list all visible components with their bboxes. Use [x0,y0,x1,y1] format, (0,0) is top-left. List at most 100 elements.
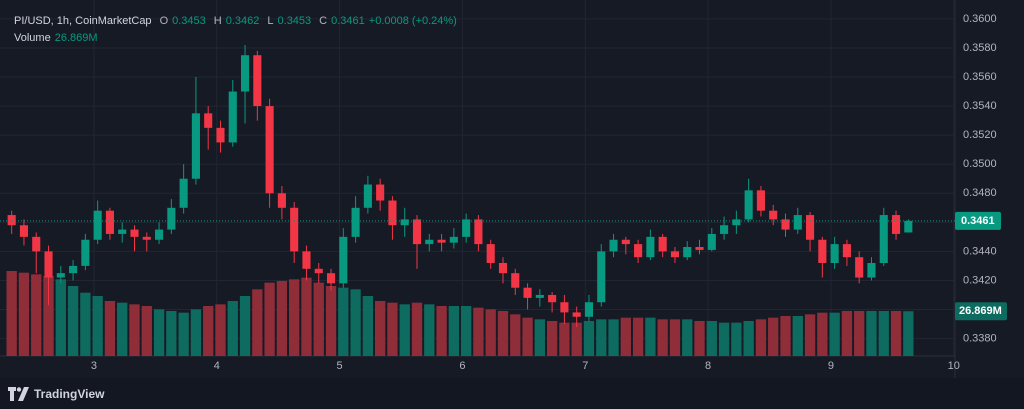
volume-bar [153,309,165,356]
low-value: 0.3453 [277,15,312,27]
volume-bar [755,319,767,356]
volume-bar [399,304,410,356]
candle-body [179,178,188,208]
volume-bar [645,317,656,356]
volume-bar [436,306,447,356]
volume-bar [866,311,877,356]
volume-bar [768,317,779,356]
footer: TradingView [0,378,1024,409]
volume-bar [141,306,152,356]
volume-bar [792,316,803,356]
volume-title: Volume [14,32,51,44]
candle-body [498,263,508,274]
y-tick-label: 0.3600 [963,13,997,25]
candle-body [572,312,581,317]
candle-body [44,251,53,278]
candle-body [228,91,237,143]
candle-body [695,247,704,250]
last-price-label: 0.3461 [961,215,995,227]
candle-body [818,239,827,264]
candle-body [855,257,864,278]
volume-bar [203,306,214,356]
volume-badge-label: 26.869M [959,305,1002,317]
volume-bar [620,317,631,356]
close-value: 0.3461 [331,15,365,27]
change: +0.0008 (+0.24%) [368,15,457,27]
candle-body [376,184,385,201]
high-value: 0.3462 [225,15,260,27]
candle-body [597,251,606,303]
volume-bar [632,317,644,356]
volume-bar [67,286,79,356]
candle-body [781,219,790,230]
candle-body [7,215,16,226]
candle-body [167,207,176,230]
volume-bar [239,296,251,356]
chart: 0.33800.34000.34200.34400.34600.34800.35… [0,0,1007,378]
volume-bar [743,321,754,356]
volume-bar [43,276,54,356]
candle-body [793,215,802,230]
volume-bar [657,319,668,356]
last-price-badge [955,211,1001,230]
candle-body [842,244,851,258]
y-tick-label: 0.3520 [963,129,997,141]
y-tick-label: 0.3500 [963,158,997,170]
volume-bar [338,287,349,356]
close-key: C [319,15,328,27]
candle-body [744,190,753,220]
volume-bar [18,272,30,356]
candle-body [204,113,213,128]
x-tick-label: 9 [828,360,834,372]
candle-body [302,251,311,269]
volume-bar [227,301,238,356]
candle-body [130,229,139,237]
volume-bar [448,306,460,356]
candle-body [351,207,360,237]
candle-body [670,251,680,258]
x-tick-label: 6 [459,360,465,372]
candle-body [683,247,692,258]
y-tick-label: 0.3560 [963,71,997,83]
volume-bar [718,322,730,356]
candle-body [548,294,557,303]
candle-body [93,210,102,240]
volume-bar [178,312,189,356]
candle-body [19,225,29,237]
volume-bar [534,319,545,356]
volume-bar [117,302,128,356]
candle-body [253,55,262,107]
candle-body [412,219,422,245]
volume-bar [878,311,889,356]
candle-body [32,236,41,252]
volume-bar [817,312,828,356]
volume-bar [497,311,509,356]
volume-bar [264,282,275,356]
x-tick-label: 8 [705,360,711,372]
candle-body [388,200,397,226]
candle-body [486,244,495,264]
candle-body [449,236,458,243]
candle-body [867,263,876,278]
y-tick-label: 0.3580 [963,42,997,54]
volume-bar [424,304,435,356]
ohlc-row: PI/USD, 1h, CoinMarketCap O 0.3453 H 0.346… [14,13,457,30]
candle-body [879,215,888,264]
candle-body [891,215,901,234]
volume-badge [955,302,1007,321]
volume-bar [6,271,17,356]
volume-bar [276,281,288,356]
volume-bar [903,311,914,356]
volume-bar [460,306,472,356]
y-tick-label: 0.3540 [963,100,997,112]
legend: PI/USD, 1h, CoinMarketCap O 0.3453 H 0.346… [14,13,457,47]
open-value: 0.3453 [172,15,206,27]
candle-body [105,210,114,234]
volume-bar [252,289,263,356]
volume-bar [473,307,484,356]
volume-bar [890,311,902,356]
volume-bar [510,314,521,356]
volume-bar [31,274,42,356]
candle-body [265,106,274,194]
